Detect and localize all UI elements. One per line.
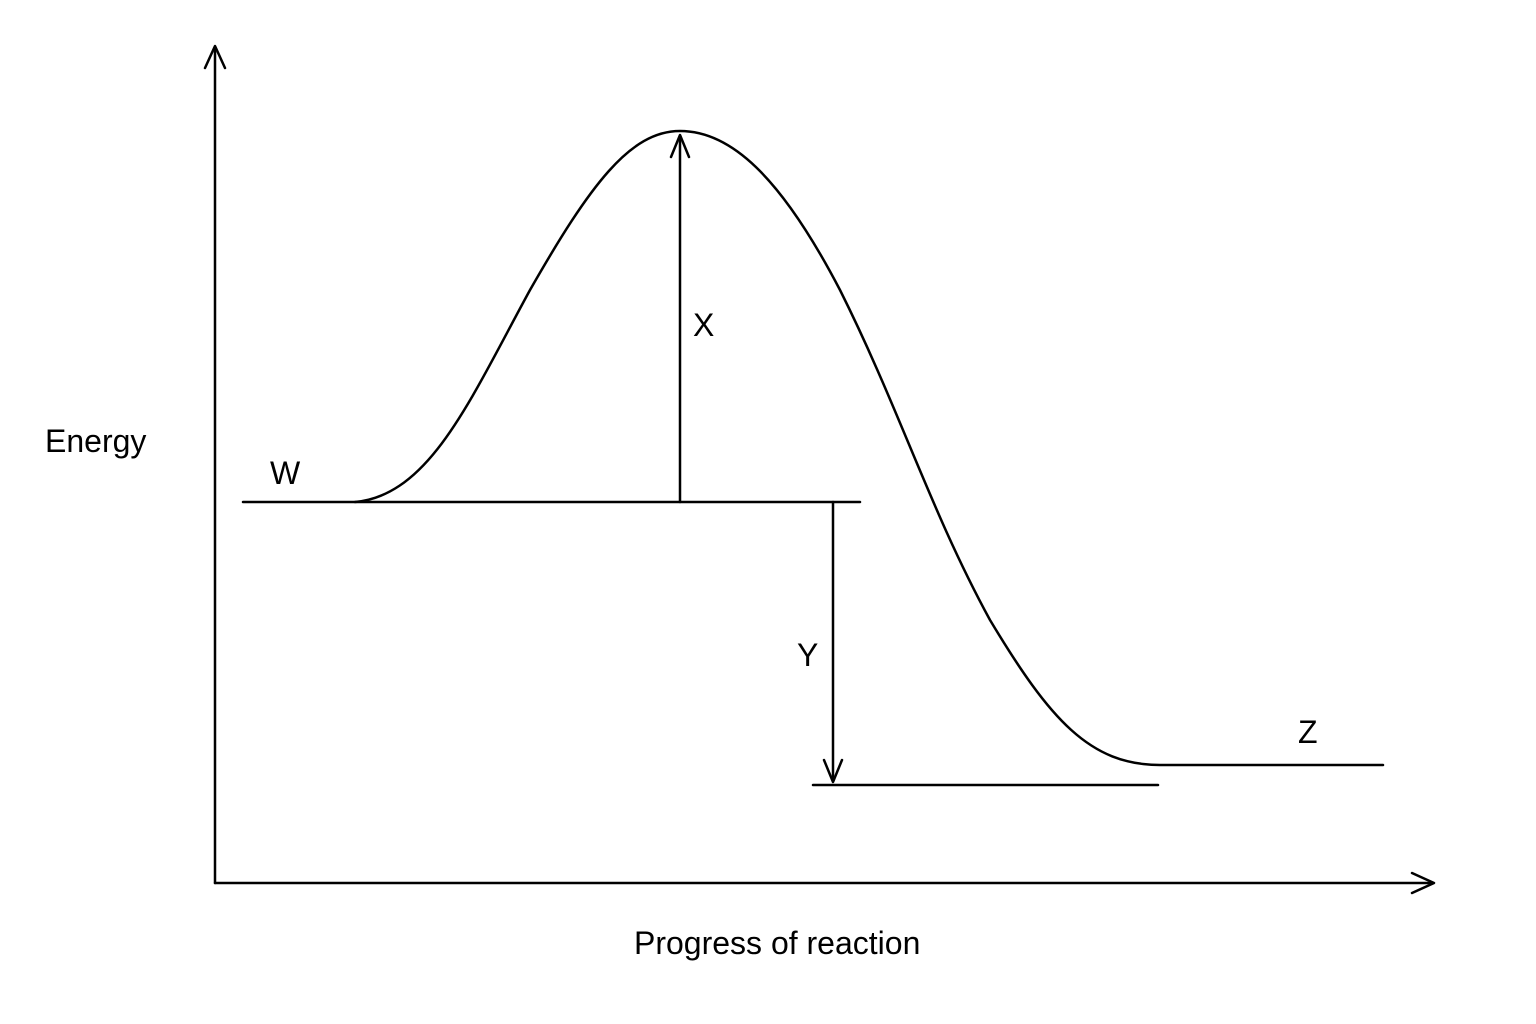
label-y: Y xyxy=(797,637,818,673)
y-axis-label: Energy xyxy=(45,423,146,459)
label-x: X xyxy=(693,307,714,343)
energy-curve xyxy=(353,129,1385,767)
x-axis-label: Progress of reaction xyxy=(634,925,920,961)
label-w: W xyxy=(270,455,301,491)
label-z: Z xyxy=(1298,714,1318,750)
enthalpy-change-arrowhead xyxy=(822,758,844,784)
activation-energy-arrowhead xyxy=(669,133,691,159)
y-axis-arrowhead xyxy=(203,44,227,70)
x-axis-arrowhead xyxy=(1410,871,1436,895)
